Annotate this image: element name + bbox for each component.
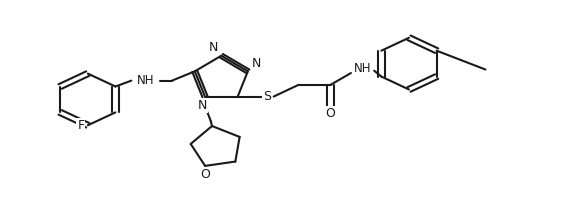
- Text: NH: NH: [137, 74, 155, 87]
- Text: N: N: [209, 41, 218, 54]
- Text: N: N: [197, 99, 207, 112]
- Text: S: S: [262, 90, 271, 103]
- Text: N: N: [252, 57, 261, 70]
- Text: F: F: [77, 119, 84, 132]
- Text: NH: NH: [354, 62, 371, 75]
- Text: O: O: [200, 168, 210, 181]
- Text: O: O: [326, 107, 336, 120]
